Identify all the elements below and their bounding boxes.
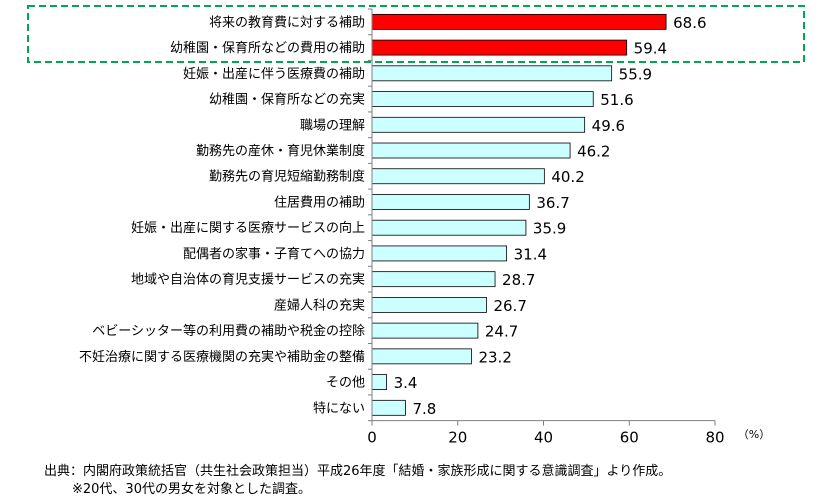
category-label: 幼稚園・保育所などの費用の補助 [170, 40, 365, 56]
source-note: 出典：内閣府政策統括官（共生社会政策担当）平成26年度「結婚・家族形成に関する意… [44, 464, 672, 479]
value-label: 23.2 [478, 348, 511, 366]
bar [371, 219, 527, 236]
bar [371, 399, 406, 416]
survey-note: ※20代、30代の男女を対象とした調査。 [72, 482, 311, 497]
value-label: 68.6 [673, 14, 706, 32]
category-label: 職場の理解 [300, 118, 365, 133]
category-label: 幼稚園・保育所などの充実 [209, 92, 365, 108]
bar [371, 271, 496, 288]
unit-label: （%） [738, 428, 770, 441]
value-label: 24.7 [485, 323, 518, 341]
category-label: ベビーシッター等の利用費の補助や税金の控除 [92, 323, 365, 339]
category-label: 不妊治療に関する医療機関の充実や補助金の整備 [79, 349, 365, 365]
bar [371, 348, 472, 365]
category-label: その他 [326, 376, 365, 391]
x-tick-label: 0 [367, 429, 377, 447]
category-label: 産婦人科の充実 [274, 297, 365, 313]
bar [371, 245, 508, 262]
value-label: 40.2 [551, 168, 584, 186]
value-label: 31.4 [514, 245, 547, 263]
highlight-frame [27, 5, 805, 63]
value-label: 55.9 [619, 65, 652, 83]
x-tick-label: 60 [620, 429, 639, 447]
bar [371, 296, 487, 313]
bar [371, 65, 613, 82]
category-label: 住居費用の補助 [274, 195, 365, 210]
value-label: 59.4 [634, 40, 667, 58]
x-tick-label: 80 [705, 429, 724, 447]
category-label: 妊娠・出産に伴う医療費の補助 [183, 66, 365, 82]
bar [371, 116, 586, 133]
value-label: 49.6 [592, 117, 625, 135]
x-tick-label: 20 [448, 429, 467, 447]
value-label: 36.7 [536, 194, 569, 212]
bar [371, 374, 387, 390]
value-label: 35.9 [533, 220, 566, 238]
category-label: 特にない [313, 401, 365, 416]
value-label: 51.6 [600, 91, 633, 109]
value-label: 46.2 [577, 143, 610, 161]
bar [371, 142, 571, 159]
bar [371, 168, 545, 185]
x-tick-label: 40 [534, 429, 553, 447]
bar [371, 194, 530, 210]
bar [371, 13, 667, 30]
value-label: 7.8 [412, 400, 436, 418]
category-label: 将来の教育費に対する補助 [209, 14, 365, 30]
category-label: 勤務先の育児短縮勤務制度 [209, 169, 365, 185]
value-label: 3.4 [394, 374, 418, 392]
category-label: 勤務先の産休・育児休業制度 [196, 143, 365, 159]
category-label: 配偶者の家事・子育てへの協力 [183, 246, 365, 262]
bar [371, 91, 594, 107]
bar [371, 39, 628, 56]
bar [371, 322, 479, 339]
category-label: 地域や自治体の育児支援サービスの充実 [131, 272, 365, 288]
value-label: 28.7 [502, 271, 535, 289]
value-label: 26.7 [493, 297, 526, 315]
category-label: 妊娠・出産に関する医療サービスの向上 [131, 220, 365, 236]
